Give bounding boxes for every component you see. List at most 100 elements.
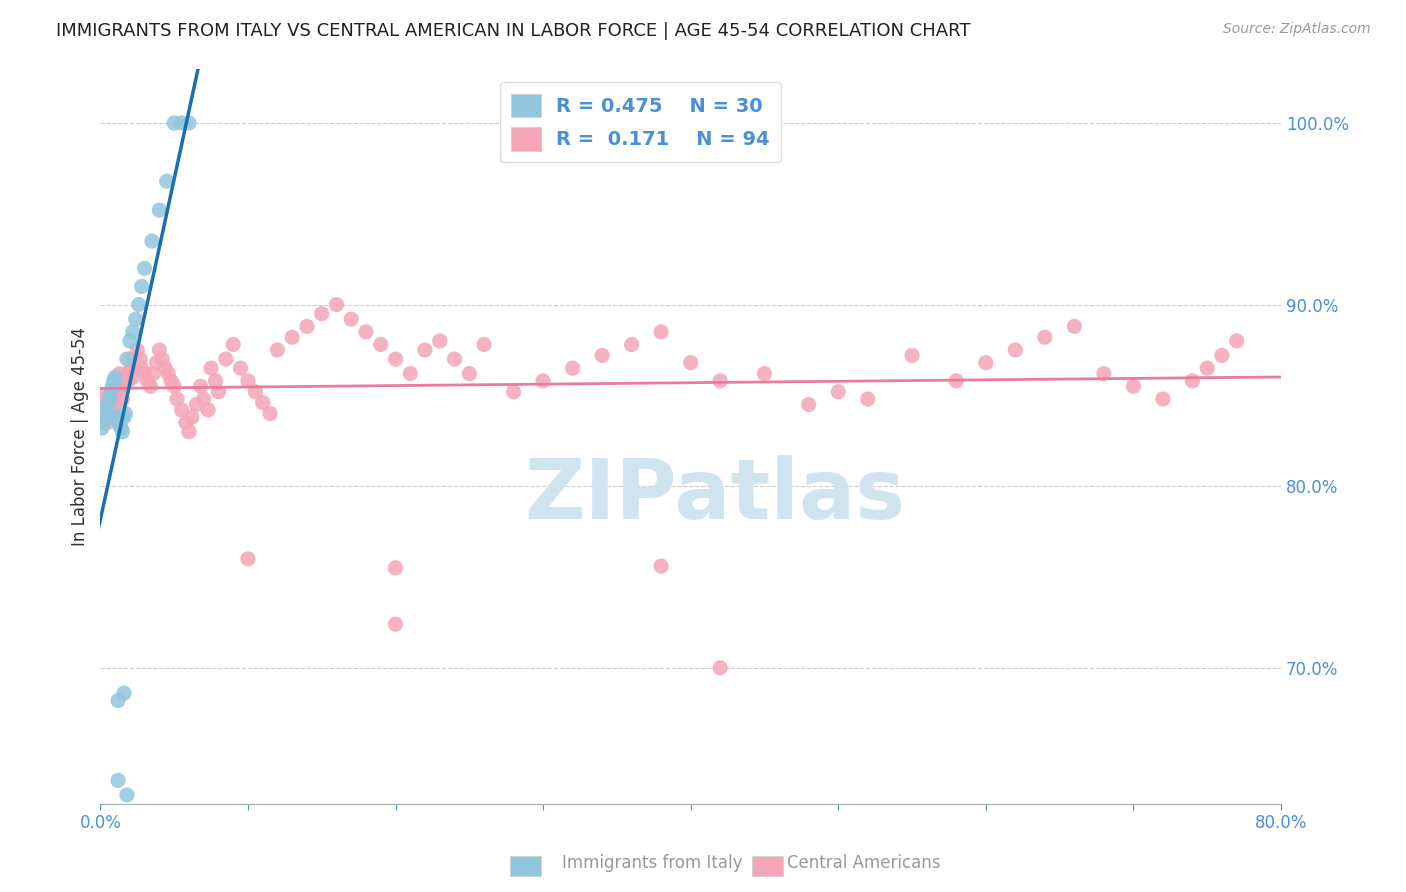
Point <box>443 352 465 367</box>
Point <box>856 392 879 406</box>
Point <box>104 370 127 384</box>
Point <box>101 379 124 393</box>
Point <box>222 337 245 351</box>
Point <box>141 234 163 248</box>
Point <box>170 403 193 417</box>
Point <box>502 384 524 399</box>
Point <box>236 551 259 566</box>
Point <box>155 361 177 376</box>
Point <box>107 374 129 388</box>
Point <box>112 379 135 393</box>
Point <box>197 403 219 417</box>
Point <box>94 407 117 421</box>
Point <box>110 421 132 435</box>
Point <box>259 407 281 421</box>
Point <box>1181 374 1204 388</box>
Point <box>160 374 183 388</box>
Y-axis label: In Labor Force | Age 45-54: In Labor Force | Age 45-54 <box>72 326 89 546</box>
Point <box>114 407 136 421</box>
Point <box>620 337 643 351</box>
Point <box>112 686 135 700</box>
Point <box>1152 392 1174 406</box>
Point <box>157 367 180 381</box>
Point <box>827 384 849 399</box>
Point <box>107 414 129 428</box>
Point <box>131 361 153 376</box>
Point <box>901 348 924 362</box>
Point <box>945 374 967 388</box>
Point <box>207 384 229 399</box>
Point <box>413 343 436 357</box>
Point <box>458 367 481 381</box>
Point <box>91 416 114 430</box>
Point <box>215 352 238 367</box>
Text: Source: ZipAtlas.com: Source: ZipAtlas.com <box>1223 22 1371 37</box>
Point <box>166 392 188 406</box>
Point <box>90 421 112 435</box>
Point <box>111 425 134 439</box>
Point <box>145 356 167 370</box>
Point <box>384 561 406 575</box>
Point <box>142 367 165 381</box>
Point <box>591 348 613 362</box>
Point <box>124 356 146 370</box>
Point <box>148 203 170 218</box>
Point <box>204 374 226 388</box>
Point <box>1197 361 1219 376</box>
Point <box>245 384 267 399</box>
Point <box>281 330 304 344</box>
Point <box>266 343 288 357</box>
Point <box>129 352 152 367</box>
Point <box>650 325 672 339</box>
Point <box>1063 319 1085 334</box>
Point <box>121 325 143 339</box>
Point <box>100 384 122 399</box>
Point <box>107 773 129 788</box>
Point <box>101 403 124 417</box>
Point <box>96 403 118 417</box>
Point <box>399 367 422 381</box>
Point <box>97 416 120 430</box>
Point <box>974 356 997 370</box>
Point <box>472 337 495 351</box>
Point <box>134 367 156 381</box>
Point <box>148 343 170 357</box>
Point <box>100 410 122 425</box>
Point <box>94 397 117 411</box>
Point <box>177 425 200 439</box>
Point <box>709 374 731 388</box>
Point <box>384 617 406 632</box>
Point <box>112 410 135 425</box>
Point <box>111 392 134 406</box>
Point <box>104 397 127 411</box>
Point <box>110 379 132 393</box>
Point <box>229 361 252 376</box>
Point <box>115 367 138 381</box>
Point <box>134 261 156 276</box>
Point <box>354 325 377 339</box>
Point <box>156 174 179 188</box>
Point <box>709 661 731 675</box>
Point <box>754 367 776 381</box>
Point <box>295 319 318 334</box>
Point <box>252 395 274 409</box>
Text: IMMIGRANTS FROM ITALY VS CENTRAL AMERICAN IN LABOR FORCE | AGE 45-54 CORRELATION: IMMIGRANTS FROM ITALY VS CENTRAL AMERICA… <box>56 22 970 40</box>
Point <box>98 407 121 421</box>
Point <box>108 367 131 381</box>
Point <box>105 384 128 399</box>
Point <box>107 693 129 707</box>
Point <box>311 307 333 321</box>
Point <box>170 116 193 130</box>
Point <box>384 352 406 367</box>
Point <box>103 374 125 388</box>
Point <box>98 392 121 406</box>
Point <box>236 374 259 388</box>
Legend: R = 0.475    N = 30, R =  0.171    N = 94: R = 0.475 N = 30, R = 0.171 N = 94 <box>499 82 782 162</box>
Point <box>190 379 212 393</box>
Point <box>1211 348 1233 362</box>
Point <box>97 397 120 411</box>
Point <box>163 379 186 393</box>
Point <box>163 116 186 130</box>
Point <box>1092 367 1115 381</box>
Point <box>174 416 197 430</box>
